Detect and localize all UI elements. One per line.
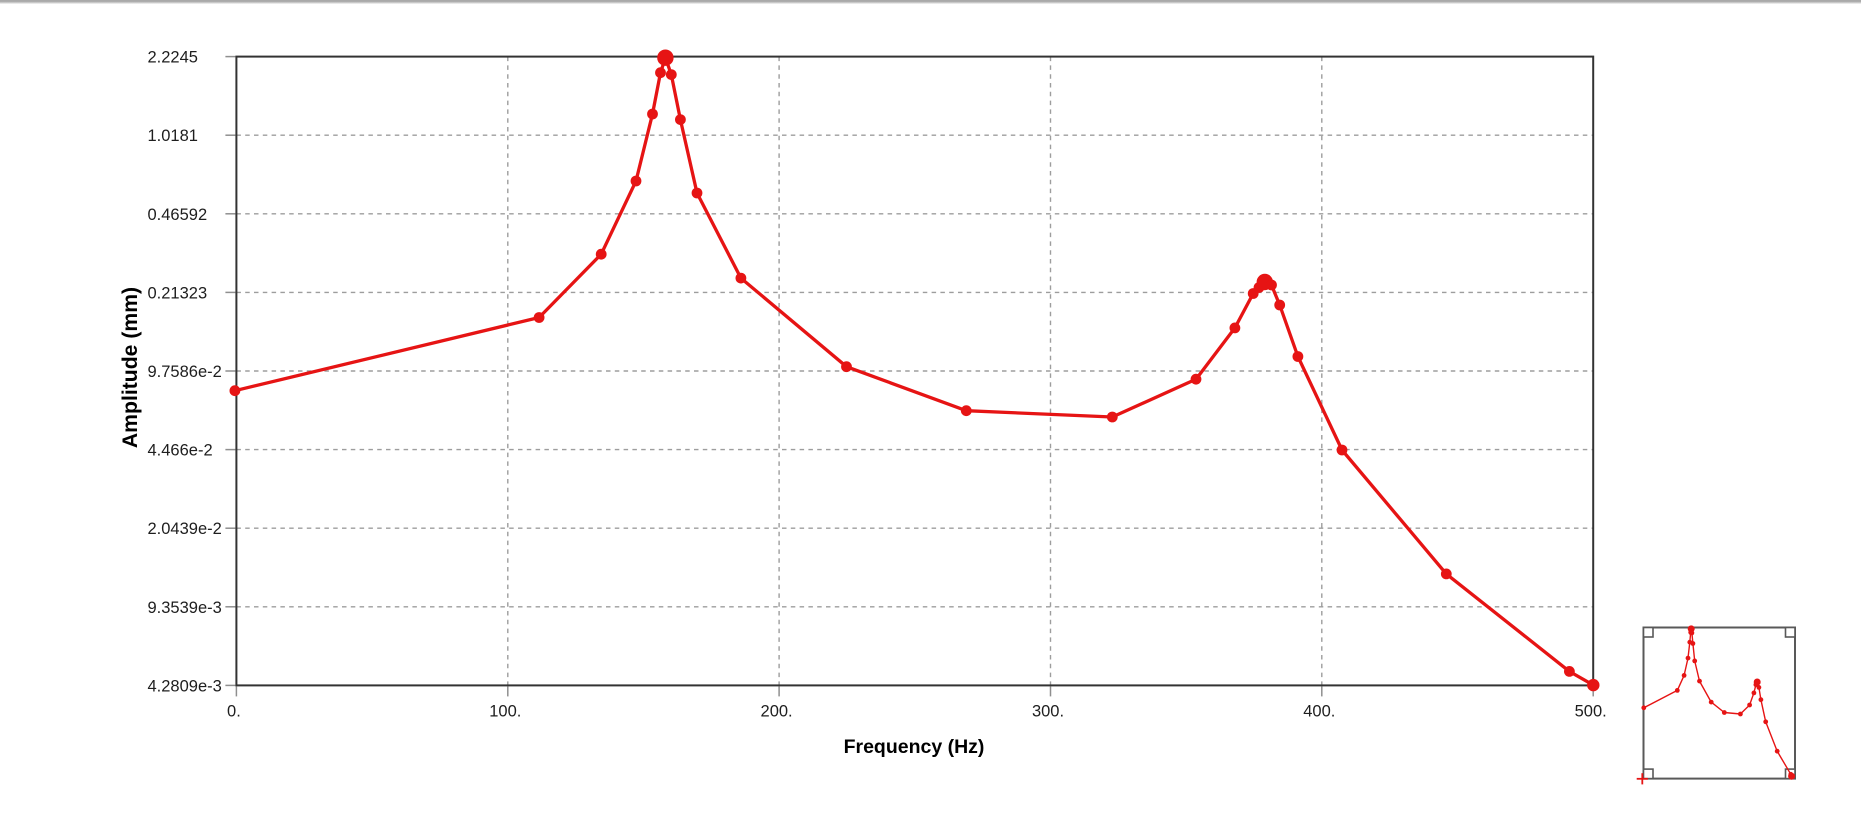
svg-text:400.: 400.: [1303, 703, 1335, 721]
svg-text:2.2245: 2.2245: [148, 49, 198, 67]
svg-text:9.3539e-3: 9.3539e-3: [148, 599, 222, 617]
svg-text:0.21323: 0.21323: [148, 284, 208, 302]
svg-text:4.2809e-3: 4.2809e-3: [148, 677, 222, 695]
svg-text:Frequency (Hz): Frequency (Hz): [844, 736, 985, 758]
svg-text:300.: 300.: [1032, 703, 1064, 721]
svg-text:Amplitude (mm): Amplitude (mm): [119, 287, 142, 448]
svg-text:0.: 0.: [227, 703, 241, 721]
svg-text:9.7586e-2: 9.7586e-2: [148, 363, 222, 381]
svg-text:200.: 200.: [761, 703, 793, 721]
svg-text:500.: 500.: [1575, 703, 1607, 721]
svg-text:1.0181: 1.0181: [148, 127, 198, 145]
svg-text:100.: 100.: [489, 703, 521, 721]
svg-text:4.466e-2: 4.466e-2: [148, 442, 213, 460]
svg-text:2.0439e-2: 2.0439e-2: [148, 520, 222, 538]
svg-text:0.46592: 0.46592: [148, 206, 208, 224]
